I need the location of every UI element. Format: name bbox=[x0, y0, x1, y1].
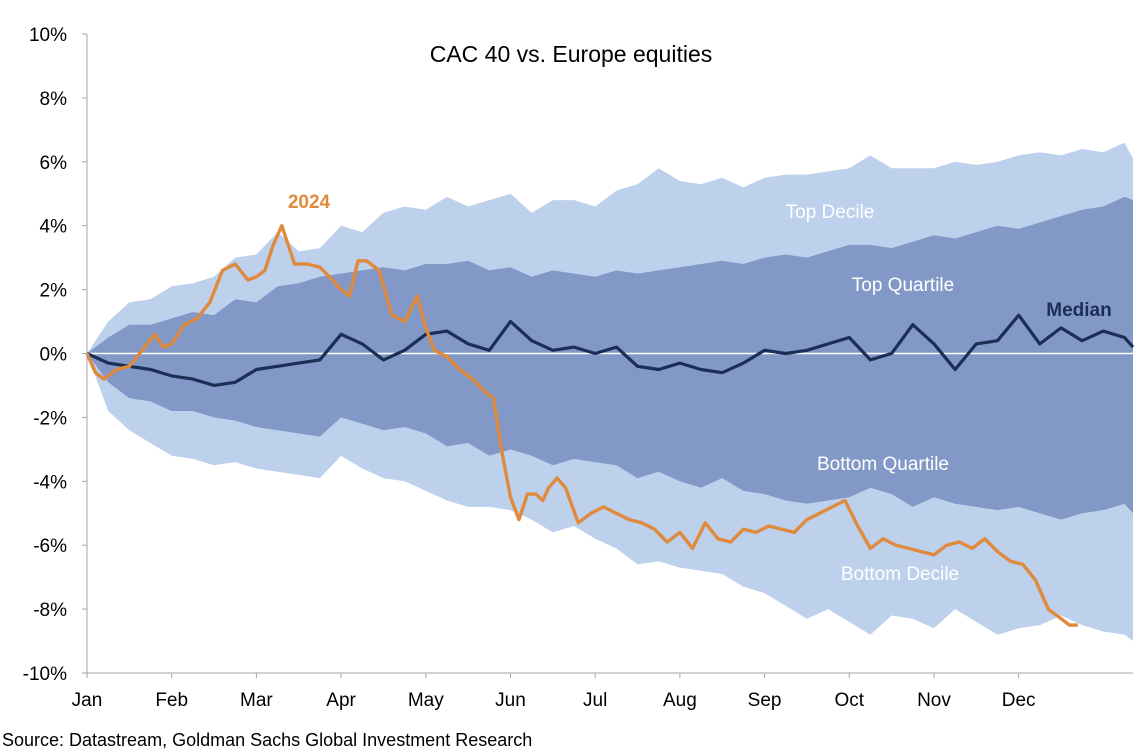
band-quartile-range bbox=[87, 196, 1133, 520]
x-tick-label: Jan bbox=[72, 690, 103, 711]
y-tick-label: -4% bbox=[33, 472, 67, 493]
chart-title: CAC 40 vs. Europe equities bbox=[430, 41, 713, 67]
y-tick-label: 10% bbox=[29, 25, 67, 46]
axes: -10% -8% -6% -4% -2% 0% 2% 4% 6% 8% 10% Jan Feb Mar Ap… bbox=[23, 25, 1133, 711]
series-lines bbox=[85, 224, 1135, 627]
label-top-decile: Top Decile bbox=[786, 202, 875, 223]
x-tick-label: Jul bbox=[583, 690, 607, 711]
source-note: Source: Datastream, Goldman Sachs Global… bbox=[2, 730, 533, 750]
y-tick-label: 2% bbox=[40, 281, 68, 302]
x-tick-label: Feb bbox=[155, 690, 188, 711]
y-tick-label: 0% bbox=[40, 345, 68, 366]
x-tick-label: Oct bbox=[834, 690, 864, 711]
x-tick-label: Mar bbox=[240, 690, 273, 711]
y-tick-label: -8% bbox=[33, 600, 67, 621]
label-top-quartile: Top Quartile bbox=[852, 275, 954, 296]
distribution-bands bbox=[87, 142, 1133, 641]
x-tick-label: Sep bbox=[748, 690, 782, 711]
x-tick-label: Dec bbox=[1002, 690, 1036, 711]
x-tick-label: May bbox=[408, 690, 444, 711]
label-bottom-decile: Bottom Decile bbox=[841, 564, 959, 585]
y-tick-label: 6% bbox=[40, 153, 68, 174]
x-tick-label: Jun bbox=[495, 690, 526, 711]
y-tick-label: 4% bbox=[40, 217, 68, 238]
label-2024: 2024 bbox=[288, 192, 331, 213]
series-median-line bbox=[86, 313, 1135, 387]
y-tick-label: -6% bbox=[33, 536, 67, 557]
label-bottom-quartile: Bottom Quartile bbox=[817, 454, 949, 475]
x-tick-label: Nov bbox=[917, 690, 951, 711]
x-tick-label: Aug bbox=[663, 690, 697, 711]
chart-canvas: -10% -8% -6% -4% -2% 0% 2% 4% 6% 8% 10% Jan Feb Mar Ap… bbox=[23, 25, 1135, 711]
x-tick-label: Apr bbox=[326, 690, 356, 711]
y-tick-label: 8% bbox=[40, 89, 68, 110]
y-tick-label: -10% bbox=[23, 664, 67, 685]
series-2024-line bbox=[85, 224, 1078, 627]
label-median: Median bbox=[1046, 300, 1111, 321]
y-tick-label: -2% bbox=[33, 408, 67, 429]
